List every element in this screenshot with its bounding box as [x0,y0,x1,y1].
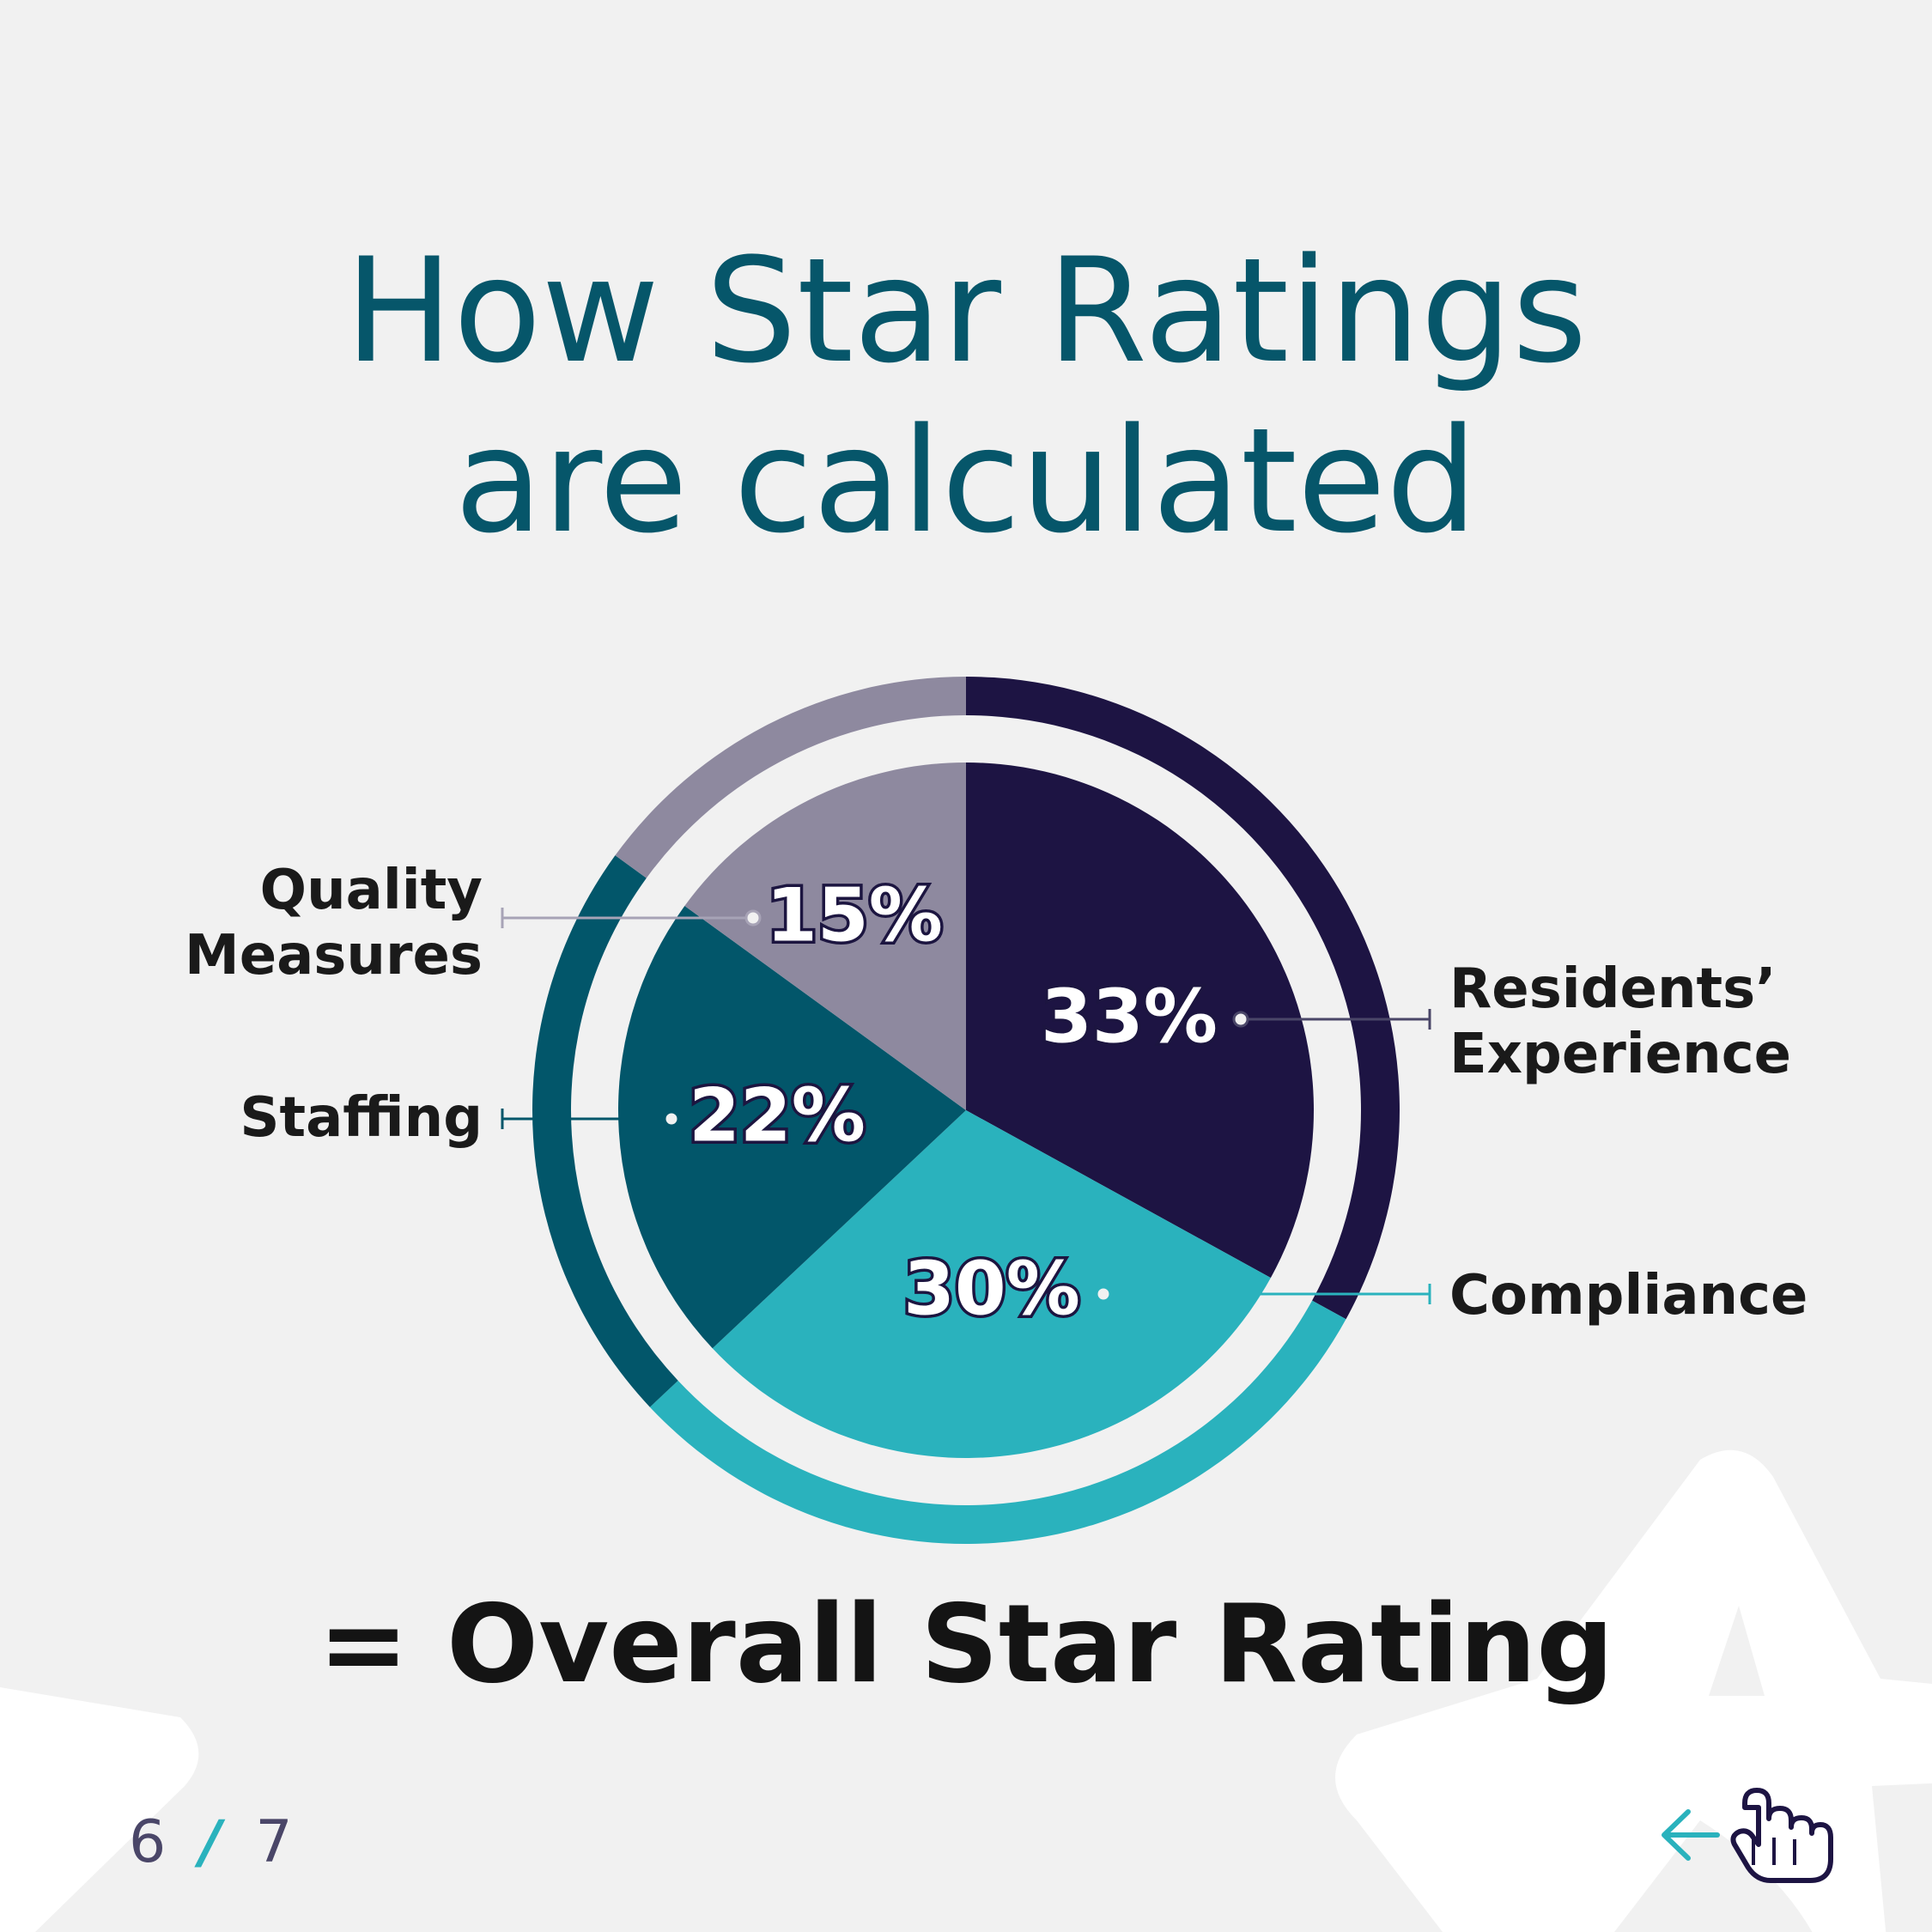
overall-star-rating-text: = Overall Star Rating [319,1581,1614,1707]
outer-ring [532,677,1400,1545]
category-label-line: Staffing [240,1086,483,1150]
value-label-compliance: 30% [903,1246,1080,1332]
category-label-line: Measures [185,924,483,987]
background-star-left-icon [0,1687,199,1932]
category-label-quality-measures: Quality Measures [185,859,483,987]
ring-segment-compliance [649,1300,1346,1545]
category-label-staffing: Staffing [240,1086,483,1150]
leader-line-compliance [1095,1284,1431,1304]
category-label-residents-experience: Residents’ Experience [1449,957,1791,1086]
page-current: 6 [129,1808,166,1876]
category-label-compliance: Compliance [1449,1264,1807,1327]
category-labels: Residents’ Experience Compliance Staffing Qu… [185,859,1807,1327]
arrow-left-icon[interactable] [1662,1809,1720,1861]
page-indicator: 6 / 7 [129,1808,293,1876]
pie-chart [618,762,1315,1458]
page-separator: / [194,1808,226,1876]
leader-line-residents-experience [1232,1009,1431,1030]
title-line-1: How Star Ratings [344,227,1587,395]
pie-slice-staffing [618,905,966,1349]
value-label-residents-experience: 33% [1041,974,1218,1060]
value-labels: 33% 30% 22% 15% [686,870,1221,1335]
pie-slice-quality-measures [684,762,966,1110]
category-label-line: Experience [1449,1023,1791,1086]
value-label-quality-measures: 15% [766,872,943,958]
category-label-line: Residents’ [1449,957,1777,1021]
leader-line-quality-measures [501,908,762,928]
ring-segment-staffing [532,855,678,1407]
value-label-staffing: 22% [689,1072,866,1158]
pie-slice-compliance [712,1110,1271,1458]
title-line-2: are calculated [454,397,1477,565]
hand-pointer-icon[interactable] [1730,1788,1833,1883]
leader-line-staffing [501,1109,680,1129]
pie-slice-residents-experience [966,762,1315,1279]
category-label-line: Compliance [1449,1264,1807,1327]
ring-segment-quality-measures [615,677,966,878]
ring-segment-residents-experience [966,677,1400,1320]
category-label-line: Quality [260,859,483,922]
page-total: 7 [255,1808,292,1876]
leader-lines [501,908,1431,1304]
